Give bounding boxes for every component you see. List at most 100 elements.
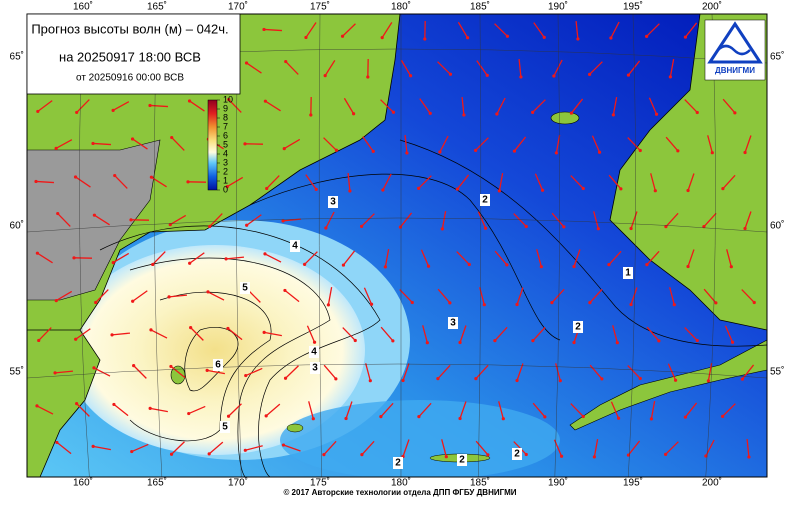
- wind-arrow-head: [401, 379, 404, 382]
- wind-arrow-head: [148, 104, 151, 107]
- wind-arrow-head: [696, 339, 699, 342]
- wind-arrow-head: [92, 366, 95, 369]
- lat-label-right: 60˚: [770, 220, 784, 232]
- wind-arrow-head: [150, 176, 153, 179]
- wind-arrow-head: [335, 149, 338, 152]
- lon-label-top: 195˚: [623, 1, 643, 13]
- lon-label-bottom: 190˚: [548, 477, 568, 489]
- wind-arrow-head: [686, 265, 689, 268]
- wind-arrow-head: [674, 379, 677, 382]
- lon-label-bottom: 175˚: [310, 477, 330, 489]
- lon-label-top: 190˚: [548, 1, 568, 13]
- wind-arrow-head: [417, 415, 420, 418]
- wind-arrow-head: [399, 225, 402, 228]
- wind-arrow-head: [37, 339, 40, 342]
- wind-arrow-head: [676, 149, 679, 152]
- wind-arrow-head: [495, 112, 498, 115]
- wind-arrow-head: [427, 265, 430, 268]
- wind-arrow-head: [711, 151, 714, 154]
- wind-arrow-head: [55, 147, 58, 150]
- wind-arrow-head: [525, 453, 528, 456]
- wind-arrow-head: [35, 404, 38, 407]
- wind-arrow-head: [55, 299, 58, 302]
- wind-arrow-head: [657, 339, 660, 342]
- wind-arrow-head: [543, 36, 546, 39]
- wind-arrow-head: [541, 189, 544, 192]
- wind-arrow-head: [72, 256, 75, 259]
- wind-arrow-head: [369, 379, 372, 382]
- wind-arrow-head: [312, 417, 315, 420]
- wind-arrow-head: [75, 402, 78, 405]
- wind-arrow-head: [456, 187, 459, 190]
- wind-arrow-head: [572, 341, 575, 344]
- contour-label: 3: [330, 197, 336, 208]
- wind-arrow-head: [669, 75, 672, 78]
- contour-label: 4: [311, 347, 317, 358]
- wind-arrow-head: [284, 60, 287, 63]
- wind-arrow-head: [550, 301, 553, 304]
- wind-arrow-head: [629, 227, 632, 230]
- lat-label-right: 55˚: [770, 366, 784, 378]
- wind-arrow-head: [149, 407, 152, 410]
- lon-label-bottom: 185˚: [470, 477, 490, 489]
- wind-arrow-head: [505, 263, 508, 266]
- colorbar-label: 7: [223, 121, 228, 131]
- lat-label-left: 60˚: [10, 220, 24, 232]
- wind-arrow-head: [74, 338, 77, 341]
- wind-arrow-head: [411, 301, 414, 304]
- colorbar-label: 10: [223, 94, 233, 104]
- wind-arrow-head: [334, 377, 337, 380]
- wind-arrow-head: [484, 227, 487, 230]
- lon-label-top: 175˚: [310, 1, 330, 13]
- wind-arrow-head: [264, 100, 267, 103]
- contour-label: 2: [395, 458, 401, 469]
- wind-arrow-head: [151, 263, 154, 266]
- wind-arrow-head: [506, 35, 509, 38]
- wind-arrow-head: [342, 263, 345, 266]
- wind-arrow-head: [588, 73, 591, 76]
- wind-arrow-head: [187, 412, 190, 415]
- contour-label: 2: [514, 449, 520, 460]
- wind-arrow-head: [112, 109, 115, 112]
- wind-arrow-head: [552, 74, 555, 77]
- wind-arrow-head: [75, 111, 78, 114]
- lon-label-top: 170˚: [228, 1, 248, 13]
- wind-arrow-head: [370, 303, 373, 306]
- wind-arrow-head: [609, 36, 612, 39]
- wind-arrow-head: [188, 99, 191, 102]
- wind-arrow-head: [417, 187, 420, 190]
- wind-arrow-head: [34, 180, 37, 183]
- lon-label-bottom: 165˚: [147, 477, 167, 489]
- wind-arrow-head: [639, 377, 642, 380]
- wind-arrow-head: [206, 369, 209, 372]
- colorbar-label: 5: [223, 139, 228, 149]
- wind-arrow-head: [263, 252, 266, 255]
- wind-arrow-head: [458, 341, 461, 344]
- wind-arrow-head: [284, 377, 287, 380]
- wind-arrow-head: [747, 455, 750, 458]
- wind-arrow-head: [654, 189, 657, 192]
- lat-label-left: 55˚: [10, 366, 24, 378]
- wind-arrow-head: [352, 112, 355, 115]
- issued-time: от 20250916 00:00 ВСВ: [76, 73, 184, 84]
- wind-arrow-head: [598, 151, 601, 154]
- wind-arrow-head: [468, 263, 471, 266]
- wind-arrow-head: [208, 452, 211, 455]
- colorbar-label: 0: [223, 184, 228, 194]
- wind-arrow-head: [502, 417, 505, 420]
- wind-arrow-head: [265, 414, 268, 417]
- wind-arrow-head: [441, 227, 444, 230]
- wind-arrow-head: [36, 252, 39, 255]
- wind-arrow-head: [582, 187, 585, 190]
- lon-label-top: 180˚: [391, 1, 411, 13]
- wind-arrow-head: [224, 257, 227, 260]
- wind-arrow-head: [655, 113, 658, 116]
- wind-arrow-head: [281, 219, 284, 222]
- colorbar: [208, 100, 217, 190]
- wind-arrow-head: [169, 365, 172, 368]
- wind-arrow-head: [531, 339, 534, 342]
- wind-arrow-head: [263, 331, 266, 334]
- wind-arrow-head: [282, 443, 285, 446]
